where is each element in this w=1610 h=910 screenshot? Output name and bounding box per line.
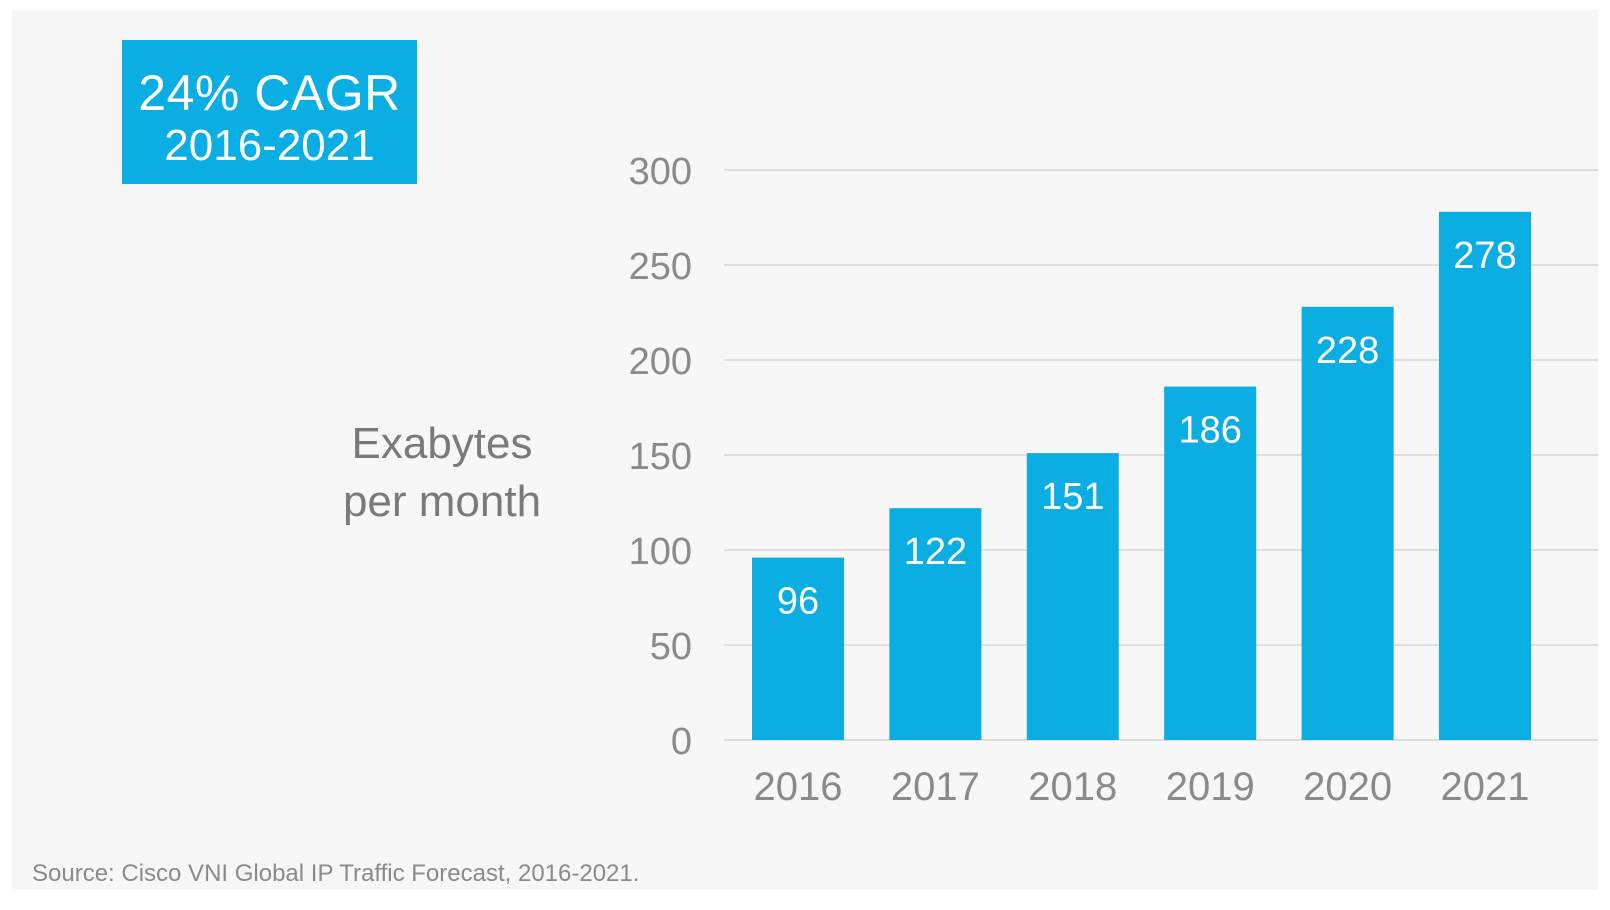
y-tick-label: 250 (629, 246, 692, 288)
bar (1301, 306, 1394, 740)
bar-chart: 0 50 100 150 200 250 300 96 2016 122 2017 151 2018 18… (629, 151, 1598, 809)
y-tick-label: 50 (650, 626, 692, 668)
y-axis-label-line-1: Exabytes (351, 419, 533, 468)
y-axis-label-line-2: per month (342, 477, 542, 526)
bar (1026, 453, 1119, 740)
cagr-period: 2016-2021 (164, 121, 375, 170)
x-tick-label: 2016 (754, 765, 843, 809)
bar-value-label: 151 (1041, 476, 1104, 518)
x-tick-label: 2019 (1166, 765, 1255, 809)
x-tick-label: 2020 (1303, 765, 1392, 809)
y-tick-label: 200 (629, 341, 692, 383)
bar-value-label: 96 (777, 581, 819, 623)
chart-panel: 24% CAGR 2016-2021 Exabytes per month 0 5… (12, 10, 1598, 890)
bar-value-label: 122 (904, 531, 967, 573)
y-tick-label: 150 (629, 436, 692, 478)
bar (1164, 386, 1257, 740)
bar (752, 557, 844, 740)
bar (1439, 211, 1531, 741)
source-note: Source: Cisco VNI Global IP Traffic Fore… (32, 860, 640, 887)
x-tick-label: 2017 (891, 765, 980, 809)
bar-value-label: 228 (1316, 330, 1379, 372)
bar-value-label: 278 (1453, 235, 1516, 277)
x-tick-label: 2021 (1441, 765, 1530, 809)
cagr-callout: 24% CAGR 2016-2021 (122, 40, 417, 184)
y-axis-label: Exabytes per month (312, 415, 572, 531)
bar (889, 508, 982, 740)
bar-value-label: 186 (1178, 410, 1241, 452)
y-tick-label: 300 (629, 151, 692, 193)
cagr-title: 24% CAGR (138, 65, 401, 121)
y-tick-label: 0 (671, 721, 692, 763)
y-tick-label: 100 (629, 531, 692, 573)
x-tick-label: 2018 (1028, 765, 1117, 809)
